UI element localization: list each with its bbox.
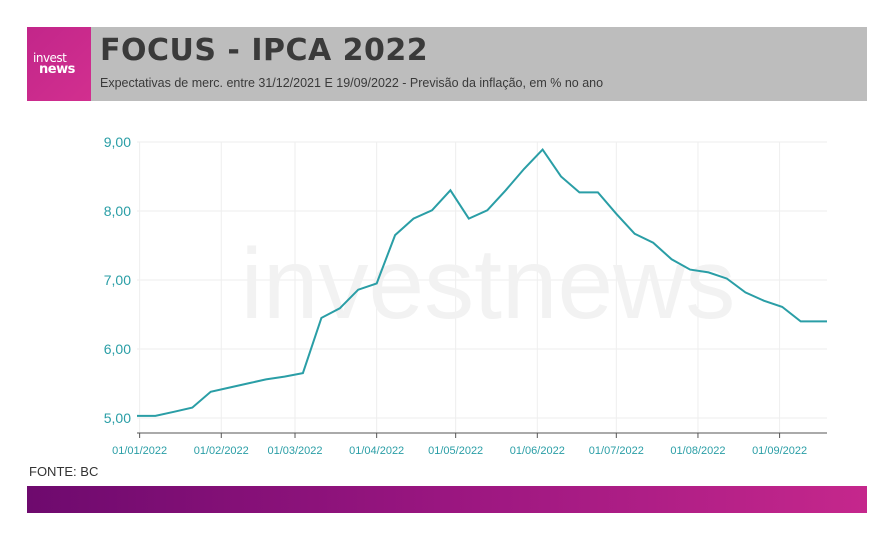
y-tick-label: 6,00 xyxy=(104,341,131,357)
chart-header: invest news FOCUS - IPCA 2022 Expectativ… xyxy=(27,27,867,101)
x-tick-label: 01/08/2022 xyxy=(670,445,725,457)
x-tick-label: 01/01/2022 xyxy=(112,445,167,457)
x-tick-label: 01/02/2022 xyxy=(194,445,249,457)
x-axis: 01/01/2022 01/02/2022 01/03/2022 01/04/2022… xyxy=(112,432,827,457)
y-tick-label: 7,00 xyxy=(104,272,131,288)
footer-gradient-bar xyxy=(27,486,867,513)
x-tick-label: 01/06/2022 xyxy=(510,445,565,457)
logo-text-invest: invest xyxy=(33,51,67,65)
y-tick-label: 5,00 xyxy=(104,410,131,426)
chart-title: FOCUS - IPCA 2022 xyxy=(100,33,429,68)
x-tick-label: 01/04/2022 xyxy=(349,445,404,457)
watermark-text: investnews xyxy=(241,228,736,340)
investnews-logo: invest news xyxy=(27,27,91,101)
y-axis-ticks: 5,00 6,00 7,00 8,00 9,00 xyxy=(104,134,131,426)
y-tick-label: 9,00 xyxy=(104,134,131,150)
grid-lines xyxy=(137,141,827,433)
source-note: FONTE: BC xyxy=(29,464,99,479)
chart-subtitle: Expectativas de merc. entre 31/12/2021 E… xyxy=(100,76,604,90)
y-tick-label: 8,00 xyxy=(104,203,131,219)
x-tick-label: 01/09/2022 xyxy=(752,445,807,457)
x-tick-label: 01/03/2022 xyxy=(267,445,322,457)
logo-text-news: news xyxy=(39,62,75,77)
x-tick-label: 01/07/2022 xyxy=(589,445,644,457)
series-line-ipca xyxy=(137,148,827,417)
x-tick-label: 01/05/2022 xyxy=(428,445,483,457)
